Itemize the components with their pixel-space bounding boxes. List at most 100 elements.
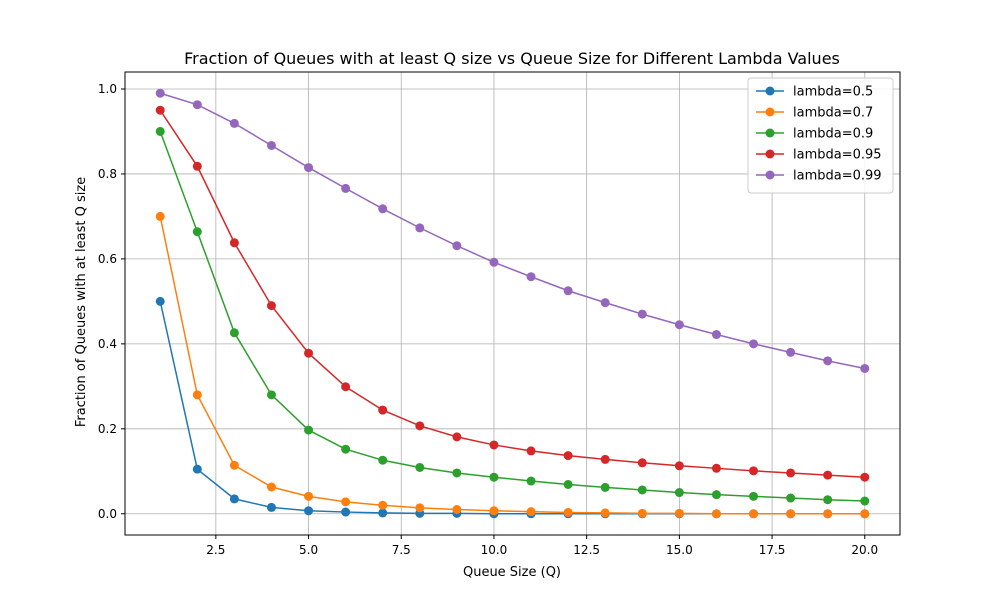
data-point [378,508,388,518]
data-point [823,509,833,519]
legend-label: lambda=0.99 [793,169,882,184]
data-point [229,494,239,504]
data-point [415,421,425,431]
data-point [749,466,759,476]
data-point [600,508,610,518]
x-tick-label: 12.5 [573,543,600,557]
data-point [155,105,165,115]
data-point [266,502,276,512]
legend-marker [765,128,775,138]
y-tick-label: 0.4 [98,337,117,351]
data-point [637,458,647,468]
x-axis-label: Queue Size (Q) [463,565,561,580]
data-point [341,497,351,507]
data-point [192,390,202,400]
data-point [304,348,314,358]
data-point [674,508,684,518]
data-point [489,506,499,516]
data-point [563,451,573,461]
legend-box [747,77,894,194]
data-point [860,509,870,519]
series-line [159,301,865,515]
data-point [489,440,499,450]
x-tick-label: 17.5 [759,543,786,557]
data-point [266,482,276,492]
data-point [229,460,239,470]
data-point [155,88,165,98]
y-tick-label: 0.8 [98,167,117,181]
legend-marker [765,86,775,96]
data-point [526,446,536,456]
series-line [159,131,865,502]
data-point [823,356,833,366]
data-point [341,382,351,392]
x-tick-label: 20.0 [851,543,878,557]
y-tick-label: 0.2 [98,422,117,436]
data-point [192,161,202,171]
y-tick-label: 0.6 [98,252,117,266]
data-point [415,462,425,472]
legend-item: lambda=0.95 [756,148,882,163]
x-tick-label: 15.0 [666,543,693,557]
data-point [229,328,239,338]
data-point [860,496,870,506]
data-point [563,479,573,489]
data-point [526,507,536,517]
data-point [786,509,796,519]
data-point [266,301,276,311]
legend-item: lambda=0.5 [756,85,873,100]
data-point [304,506,314,516]
legend-marker [765,149,775,159]
data-point [229,118,239,128]
data-point [711,463,721,473]
series-line [160,92,865,370]
data-point [378,204,388,214]
data-point [637,485,647,495]
data-point [341,183,351,193]
data-point [563,286,573,296]
y-axis-label: Fraction of Queues with at least Q size [74,177,89,427]
data-point [860,363,870,373]
data-point [600,298,610,308]
data-point [452,241,462,251]
legend-marker [765,170,775,180]
data-point [452,468,462,478]
data-point [266,140,276,150]
data-point [229,238,239,248]
legend-label: lambda=0.95 [793,148,882,163]
chart-title: Fraction of Queues with at least Q size … [184,49,840,68]
data-point [674,488,684,498]
data-point [341,444,351,454]
axis-ticks: 2.5 5.0 7.5 10.0 12.5 15.0 17.5 20.0 0.0 0.2 0.4 0.… [98,82,878,557]
series-line [159,109,865,478]
series-lambda=0.5 [155,296,870,519]
data-point [749,509,759,519]
data-point [823,495,833,505]
data-point [711,490,721,500]
y-tick-label: 0.0 [98,507,117,521]
series-line [159,216,865,515]
data-point [749,339,759,349]
data-point [192,227,202,237]
x-tick-label: 5.0 [299,543,318,557]
data-point [415,503,425,513]
data-point [155,211,165,221]
data-point [674,461,684,471]
y-tick-label: 1.0 [98,82,117,96]
legend-marker [765,107,775,117]
data-point [489,257,499,267]
series-lambda=0.99 [155,88,870,373]
data-point [711,330,721,340]
data-point [749,491,759,501]
data-point [341,507,351,517]
data-point [155,126,165,136]
x-tick-label: 7.5 [392,543,411,557]
data-point [711,509,721,519]
legend-item: lambda=0.7 [756,106,873,121]
series-lambda=0.95 [155,105,870,482]
data-point [378,405,388,415]
series-layer [155,88,870,519]
data-point [304,491,314,501]
legend-item: lambda=0.99 [756,169,882,184]
